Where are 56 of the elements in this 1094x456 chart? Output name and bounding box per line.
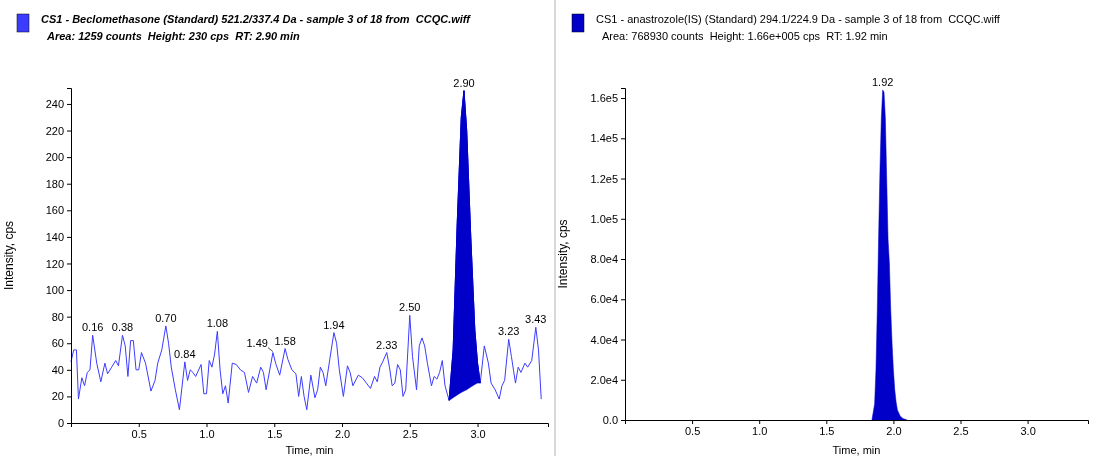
- annotation: 0.38: [111, 321, 134, 334]
- x-axis-title: Time, min: [285, 444, 334, 456]
- x-tick-label: 1.0: [752, 424, 768, 437]
- x-tick-label: 3.0: [470, 427, 486, 440]
- x-tick-label: 0.5: [131, 427, 147, 440]
- x-tick-label: 2.0: [886, 424, 902, 437]
- y-tick-label: 160: [45, 204, 64, 217]
- chart-subtitle: Area: 768930 counts Height: 1.66e+005 cps RT: 1.92 min: [602, 30, 888, 42]
- x-tick-label: 1.5: [267, 427, 283, 440]
- annotation: 1.94: [323, 318, 345, 331]
- annotation: 3.23: [497, 325, 520, 338]
- annotation: 1.58: [274, 334, 296, 347]
- chart-title: CS1 - Beclomethasone (Standard) 521.2/337.4 Da - sample 3 of 18 from CCQC.wiff: [41, 13, 472, 25]
- annotation: 0.84: [174, 347, 196, 360]
- y-tick-label: 240: [45, 97, 64, 110]
- y-tick-label: 1.0e5: [590, 212, 618, 225]
- y-axis-title: Intensity, cps: [2, 220, 16, 291]
- y-tick-label: 0: [57, 417, 64, 430]
- annotation: 1.08: [206, 317, 229, 330]
- x-tick-label: 0.5: [684, 424, 701, 437]
- y-tick-label: 40: [51, 363, 64, 376]
- y-tick-label: 180: [45, 177, 64, 190]
- y-tick-label: 80: [51, 310, 64, 323]
- y-tick-label: 0.0: [602, 414, 618, 427]
- x-tick-label: 2.5: [953, 424, 969, 437]
- x-tick-label: 1.0: [199, 427, 215, 440]
- y-tick-label: 100: [45, 284, 64, 297]
- annotation: 2.90: [453, 76, 475, 89]
- x-axis-title: Time, min: [832, 444, 881, 456]
- y-tick-label: 1.4e5: [590, 132, 618, 145]
- y-tick-label: 120: [45, 257, 64, 270]
- chart-title: CS1 - anastrozole(IS) (Standard) 294.1/224.9 Da - sample 3 of 18 from CCQC.wiff: [596, 13, 1001, 25]
- x-tick-label: 2.5: [402, 427, 418, 440]
- annotation: 2.33: [376, 338, 398, 351]
- y-tick-label: 1.6e5: [590, 92, 618, 105]
- y-tick-label: 8.0e4: [590, 253, 618, 266]
- annotation: 1.92: [871, 76, 894, 89]
- y-tick-label: 6.0e4: [590, 293, 618, 306]
- y-tick-label: 4.0e4: [590, 333, 618, 346]
- y-tick-label: 220: [45, 124, 64, 137]
- y-tick-label: 140: [45, 230, 64, 243]
- annotation: 0.70: [155, 311, 177, 324]
- y-tick-label: 200: [45, 151, 64, 164]
- y-tick-label: 60: [51, 337, 64, 350]
- y-tick-label: 2.0e4: [590, 373, 618, 386]
- x-tick-label: 2.0: [334, 427, 351, 440]
- annotation: 1.49: [246, 336, 268, 349]
- chart-subtitle: Area: 1259 counts Height: 230 cps RT: 2.90 min: [46, 30, 300, 42]
- y-tick-label: 1.2e5: [590, 172, 618, 185]
- x-tick-label: 1.5: [819, 424, 835, 437]
- annotation: 2.50: [399, 301, 421, 314]
- annotation: 3.43: [525, 313, 547, 326]
- y-axis-title: Intensity, cps: [556, 219, 570, 289]
- y-tick-label: 20: [51, 390, 64, 403]
- annotation: 0.16: [81, 321, 104, 334]
- x-tick-label: 3.0: [1020, 424, 1036, 437]
